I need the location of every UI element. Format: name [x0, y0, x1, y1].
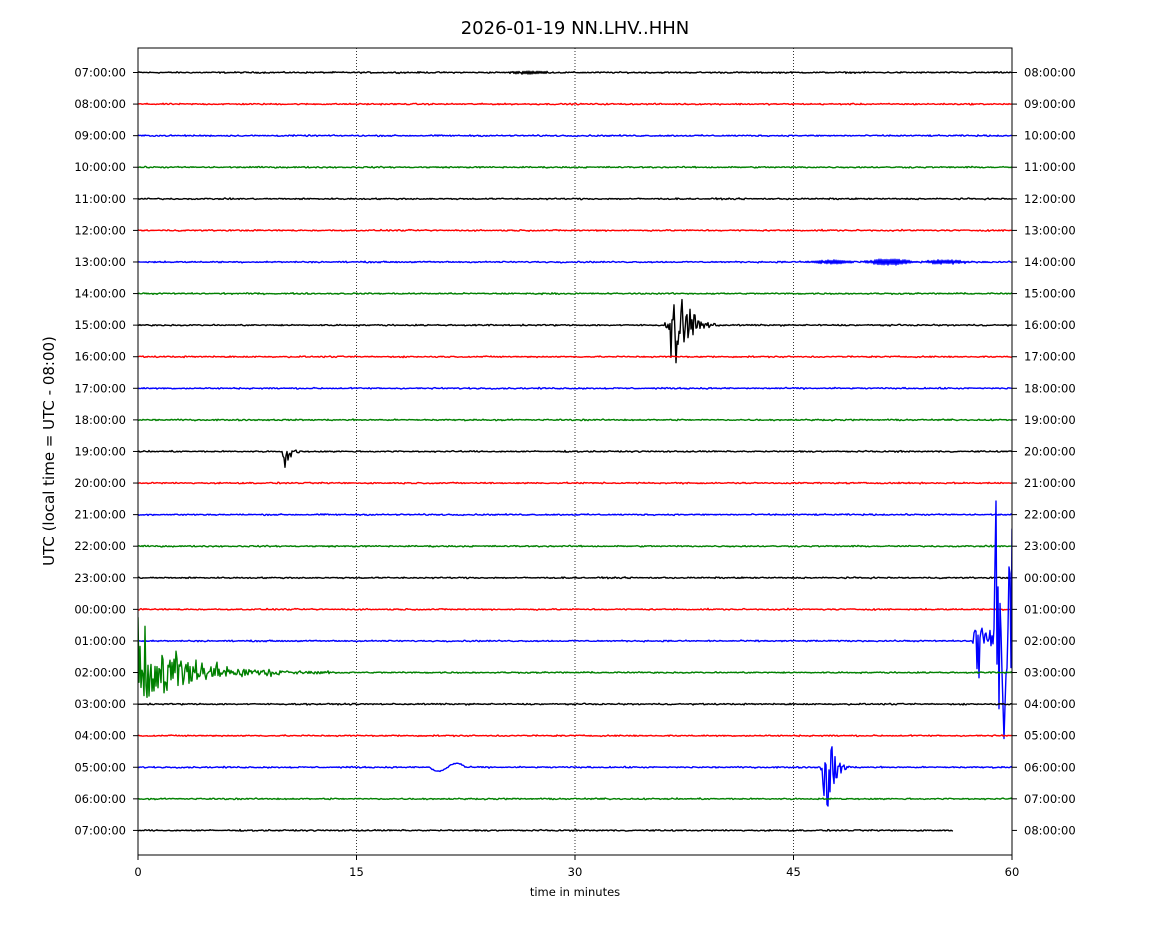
trace-line — [138, 513, 1012, 517]
y-tick-label-left: 16:00:00 — [74, 350, 126, 364]
y-tick-label-right: 06:00:00 — [1024, 760, 1076, 774]
y-tick-label-right: 16:00:00 — [1024, 318, 1076, 332]
y-tick-label-right: 01:00:00 — [1024, 602, 1076, 616]
y-tick-label-right: 15:00:00 — [1024, 287, 1076, 301]
y-tick-label-left: 15:00:00 — [74, 318, 126, 332]
trace-line — [138, 734, 1012, 738]
y-tick-label-right: 09:00:00 — [1024, 97, 1076, 111]
y-tick-label-left: 19:00:00 — [74, 444, 126, 458]
y-tick-label-right: 07:00:00 — [1024, 792, 1076, 806]
trace-line — [138, 544, 1012, 548]
y-tick-label-left: 12:00:00 — [74, 223, 126, 237]
trace-line — [138, 481, 1012, 485]
y-tick-label-right: 10:00:00 — [1024, 129, 1076, 143]
trace-line — [138, 418, 1012, 422]
y-tick-label-left: 07:00:00 — [74, 823, 126, 837]
y-tick-label-left: 06:00:00 — [74, 792, 126, 806]
y-tick-label-right: 18:00:00 — [1024, 381, 1076, 395]
y-tick-label-right: 05:00:00 — [1024, 729, 1076, 743]
y-tick-label-left: 03:00:00 — [74, 697, 126, 711]
trace-line — [138, 165, 1012, 169]
y-tick-label-left: 01:00:00 — [74, 634, 126, 648]
y-tick-label-right: 20:00:00 — [1024, 444, 1076, 458]
y-tick-label-right: 17:00:00 — [1024, 350, 1076, 364]
x-tick-label: 15 — [349, 865, 364, 879]
y-tick-label-right: 00:00:00 — [1024, 571, 1076, 585]
trace-line — [138, 576, 1012, 580]
trace-line — [138, 102, 1012, 106]
y-tick-label-left: 04:00:00 — [74, 729, 126, 743]
y-tick-label-left: 20:00:00 — [74, 476, 126, 490]
trace-line — [138, 386, 1012, 390]
y-tick-label-right: 04:00:00 — [1024, 697, 1076, 711]
trace-line — [138, 298, 1012, 364]
y-tick-label-right: 21:00:00 — [1024, 476, 1076, 490]
trace-line — [138, 70, 1012, 75]
trace-line — [138, 449, 1012, 468]
y-tick-label-right: 11:00:00 — [1024, 160, 1076, 174]
y-tick-label-right: 08:00:00 — [1024, 823, 1076, 837]
trace-line — [138, 828, 954, 832]
y-axis-label: UTC (local time = UTC - 08:00) — [40, 336, 58, 566]
y-tick-label-left: 09:00:00 — [74, 129, 126, 143]
trace-line — [138, 607, 1012, 611]
y-tick-label-left: 10:00:00 — [74, 160, 126, 174]
y-tick-label-left: 13:00:00 — [74, 255, 126, 269]
trace-group — [138, 70, 1012, 832]
y-tick-label-left: 17:00:00 — [74, 381, 126, 395]
y-tick-label-right: 12:00:00 — [1024, 192, 1076, 206]
y-tick-label-left: 18:00:00 — [74, 413, 126, 427]
y-tick-label-left: 22:00:00 — [74, 539, 126, 553]
trace-line — [138, 617, 1012, 699]
x-tick-label: 45 — [786, 865, 801, 879]
y-tick-label-right: 19:00:00 — [1024, 413, 1076, 427]
y-tick-label-left: 08:00:00 — [74, 97, 126, 111]
y-tick-label-right: 13:00:00 — [1024, 223, 1076, 237]
trace-line — [138, 797, 1012, 801]
y-tick-label-right: 14:00:00 — [1024, 255, 1076, 269]
y-tick-label-right: 22:00:00 — [1024, 508, 1076, 522]
y-tick-label-left: 05:00:00 — [74, 760, 126, 774]
y-tick-label-left: 14:00:00 — [74, 287, 126, 301]
y-tick-label-right: 02:00:00 — [1024, 634, 1076, 648]
trace-line — [138, 228, 1012, 232]
y-tick-label-right: 03:00:00 — [1024, 666, 1076, 680]
trace-line — [138, 258, 1012, 266]
y-tick-label-left: 23:00:00 — [74, 571, 126, 585]
trace-line — [138, 500, 1012, 740]
trace-line — [138, 134, 1012, 138]
y-tick-label-right: 23:00:00 — [1024, 539, 1076, 553]
x-axis-ticks: 0 15 30 45 60 — [134, 855, 1019, 879]
trace-line — [138, 746, 1012, 807]
x-tick-label: 60 — [1005, 865, 1020, 879]
x-axis-label: time in minutes — [530, 885, 620, 899]
trace-line — [138, 355, 1012, 359]
x-tick-label: 0 — [134, 865, 141, 879]
x-tick-label: 30 — [568, 865, 583, 879]
y-tick-label-left: 11:00:00 — [74, 192, 126, 206]
grid-lines — [356, 48, 794, 855]
trace-line — [138, 197, 1012, 201]
y-axis-ticks: 07:00:00 08:00:00 08:00:00 09:00:00 09:00:00… — [74, 66, 1075, 838]
y-tick-label-left: 07:00:00 — [74, 66, 126, 80]
y-tick-label-left: 02:00:00 — [74, 666, 126, 680]
y-tick-label-left: 00:00:00 — [74, 602, 126, 616]
y-tick-label-right: 08:00:00 — [1024, 66, 1076, 80]
y-tick-label-left: 21:00:00 — [74, 508, 126, 522]
trace-line — [138, 291, 1012, 296]
chart-title: 2026-01-19 NN.LHV..HHN — [461, 18, 690, 39]
trace-line — [138, 702, 1012, 706]
